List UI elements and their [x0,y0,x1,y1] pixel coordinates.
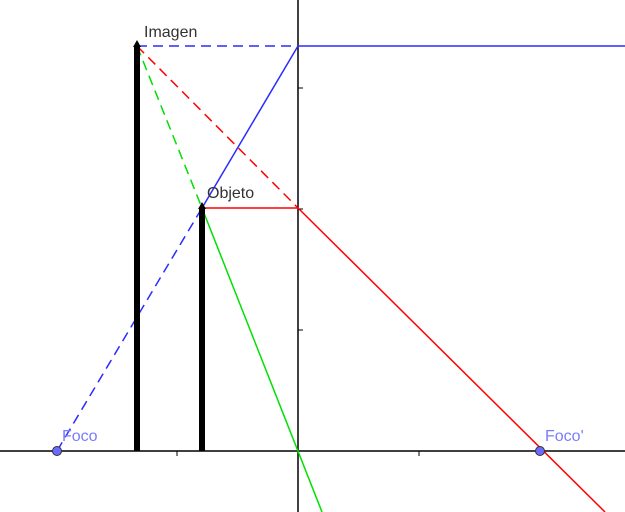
focus-point[interactable] [52,446,62,456]
red-ray-refracted [297,207,606,512]
focus-prime-point[interactable] [535,446,545,456]
object-arrow-head [198,202,206,209]
foco-label: Foco [62,428,98,445]
imagen-label: Imagen [144,24,197,41]
blue-ray-solid [201,45,299,209]
green-ray-solid [201,207,323,512]
objeto-label: Objeto [207,185,254,202]
foco-prime-label: Foco' [545,428,584,445]
green-ray-dashed [136,45,203,209]
red-ray-dashed [136,45,299,209]
image-arrow-head [133,40,141,47]
blue-ray-dashed-to-focus [56,207,203,452]
